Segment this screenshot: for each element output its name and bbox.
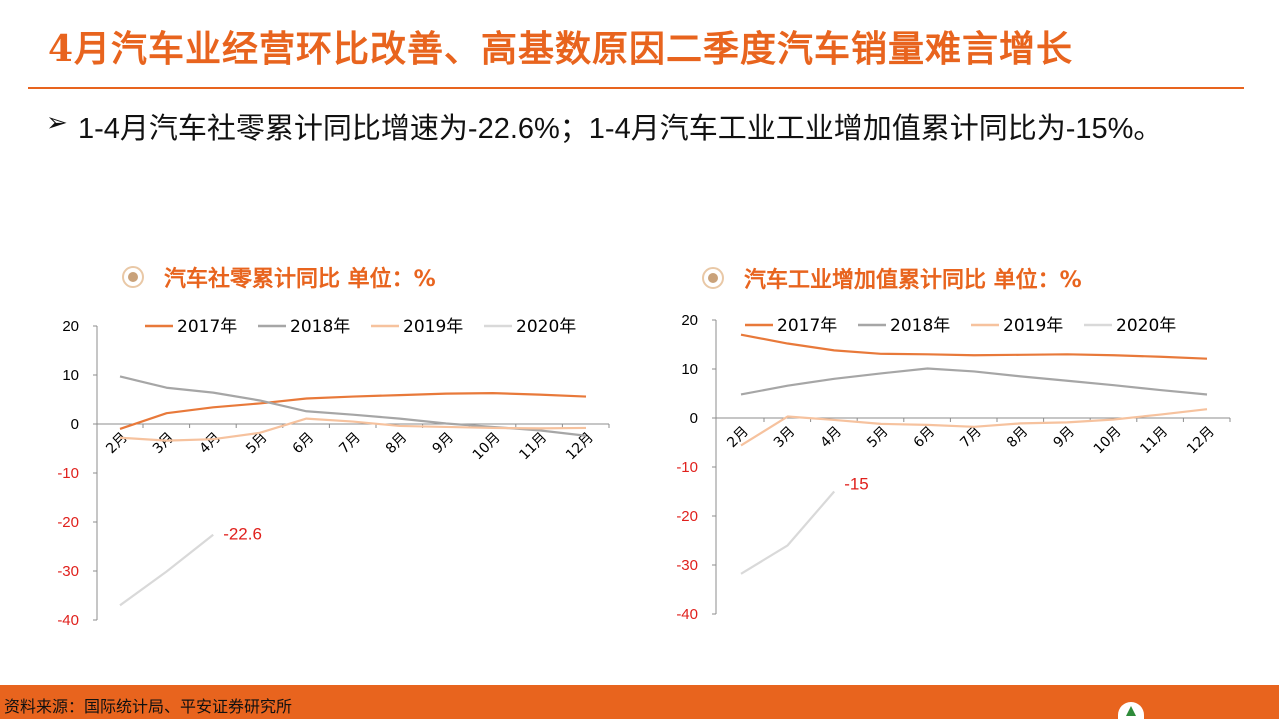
x-tick-label: 2月 [724, 424, 752, 452]
x-tick-label: 11月 [516, 430, 550, 464]
y-tick-label: -40 [676, 606, 698, 623]
x-tick-label: 10月 [1091, 424, 1125, 458]
x-tick-label: 3月 [771, 424, 799, 452]
legend-label: 2020年 [1116, 316, 1176, 336]
x-tick-label: 8月 [383, 430, 411, 458]
footer-source: 资料来源：国际统计局、平安证券研究所 [4, 697, 293, 716]
legend-label: 2020年 [516, 317, 576, 337]
y-tick-label: 10 [62, 367, 79, 384]
series-line-2020年 [119, 533, 214, 607]
bullet-text: 1-4月汽车社零累计同比增速为-22.6%；1-4月汽车工业工业增加值累计同比为… [78, 113, 1163, 145]
footer-bar [0, 685, 1279, 719]
target-bullet-icon [122, 266, 144, 288]
x-tick-label: 8月 [1004, 424, 1032, 452]
x-tick-label: 7月 [336, 430, 364, 458]
series-line-2017年 [740, 333, 1208, 360]
chart-2-title-row: 汽车工业增加值累计同比 单位：% [702, 262, 1082, 294]
y-tick-label: 0 [71, 416, 79, 433]
chart-1-title: 汽车社零累计同比 单位：% [164, 267, 436, 292]
x-tick-label: 3月 [150, 430, 178, 458]
x-tick-label: 12月 [1184, 424, 1218, 458]
series-line-2020年 [740, 490, 836, 575]
y-tick-label: -10 [57, 465, 79, 482]
x-tick-label: 10月 [470, 430, 504, 464]
y-tick-label: -10 [676, 459, 698, 476]
legend-label: 2017年 [777, 316, 837, 336]
logo-icon [1118, 702, 1144, 719]
target-bullet-icon [702, 267, 724, 289]
x-tick-label: 2月 [103, 430, 131, 458]
x-tick-label: 9月 [1051, 424, 1079, 452]
bullet-arrow-icon: ➢ [46, 108, 68, 138]
series-line-2017年 [119, 392, 587, 430]
y-tick-label: 0 [690, 410, 698, 427]
legend-label: 2018年 [290, 317, 350, 337]
y-tick-label: -30 [676, 557, 698, 574]
x-tick-label: 6月 [290, 430, 318, 458]
x-tick-label: 4月 [818, 424, 846, 452]
chart-2-title: 汽车工业增加值累计同比 单位：% [744, 268, 1082, 293]
legend-label: 2019年 [1003, 316, 1063, 336]
x-tick-label: 11月 [1137, 424, 1171, 458]
series-line-2018年 [740, 367, 1208, 396]
y-tick-label: -20 [676, 508, 698, 525]
legend-label: 2018年 [890, 316, 950, 336]
y-tick-label: 20 [681, 312, 698, 329]
y-tick-label: -40 [57, 612, 79, 629]
x-tick-label: 6月 [911, 424, 939, 452]
y-tick-label: 20 [62, 318, 79, 335]
legend-label: 2019年 [403, 317, 463, 337]
legend-label: 2017年 [177, 317, 237, 337]
x-tick-label: 9月 [430, 430, 458, 458]
title-divider [28, 87, 1244, 89]
x-tick-label: 4月 [197, 430, 225, 458]
series-line-2019年 [119, 417, 587, 442]
series-line-2019年 [740, 408, 1208, 447]
data-label-annotation: -22.6 [223, 525, 262, 544]
y-tick-label: 10 [681, 361, 698, 378]
y-tick-label: -20 [57, 514, 79, 531]
page-title: 4月汽车业经营环比改善、高基数原因二季度汽车销量难言增长 [48, 28, 1074, 70]
x-tick-label: 5月 [864, 424, 892, 452]
chart-1-title-row: 汽车社零累计同比 单位：% [122, 261, 436, 293]
y-tick-label: -30 [57, 563, 79, 580]
data-label-annotation: -15 [844, 475, 869, 494]
